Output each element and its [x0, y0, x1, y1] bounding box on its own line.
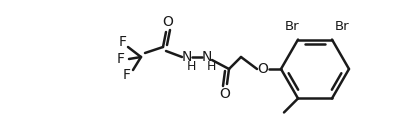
Text: O: O — [258, 62, 268, 76]
Text: O: O — [220, 87, 230, 101]
Text: H: H — [186, 60, 196, 74]
Text: F: F — [117, 52, 125, 66]
Text: N: N — [182, 50, 192, 64]
Text: Br: Br — [285, 20, 299, 33]
Text: F: F — [123, 68, 131, 82]
Text: F: F — [119, 35, 127, 49]
Text: N: N — [202, 50, 212, 64]
Text: Br: Br — [335, 20, 350, 33]
Text: O: O — [162, 15, 174, 29]
Text: H: H — [206, 60, 216, 74]
